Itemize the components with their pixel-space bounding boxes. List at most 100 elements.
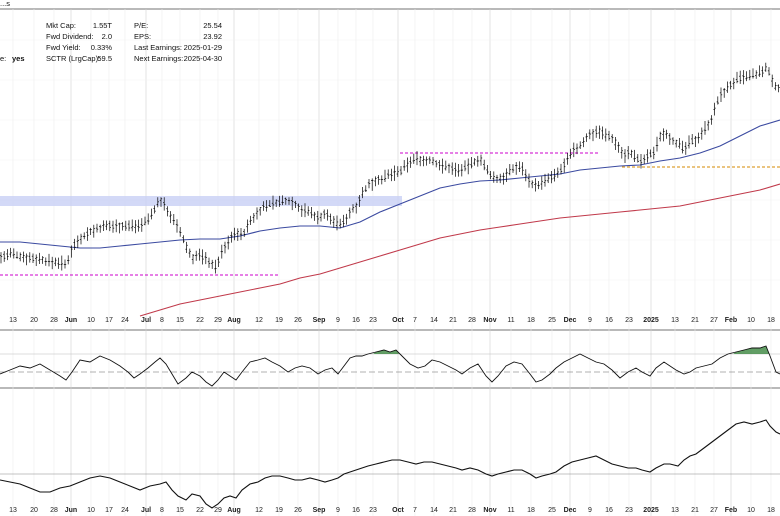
fund-right-value-3: 2025-04-30 <box>183 54 222 63</box>
x-tick-label: 11 <box>507 317 514 324</box>
x-tick-label: 14 <box>430 317 438 324</box>
x-tick-label: 10 <box>87 317 95 324</box>
fund-right-value-1: 23.92 <box>203 32 222 41</box>
price-panel <box>0 62 780 317</box>
fund-left-label-3: SCTR (LrgCap): <box>46 54 101 63</box>
x-tick-label: 23 <box>369 317 377 324</box>
x-tick-label: 29 <box>214 507 222 514</box>
x-tick-label: 23 <box>625 507 633 514</box>
x-tick-label: 28 <box>468 317 476 324</box>
x-tick-label: 12 <box>255 507 263 514</box>
x-tick-label: Aug <box>227 507 241 514</box>
fund-left-label-1: Fwd Dividend: <box>46 32 94 41</box>
x-tick-label: Jul <box>141 507 151 514</box>
x-tick-label: 8 <box>160 507 164 514</box>
resistance-zone <box>0 196 402 206</box>
x-tick-label: Jun <box>65 507 77 514</box>
x-tick-label: 29 <box>214 317 222 324</box>
fund-left-value-0: 1.55T <box>92 21 112 30</box>
x-tick-label: 9 <box>336 317 340 324</box>
x-tick-label: 8 <box>160 317 164 324</box>
x-tick-label: 25 <box>548 507 556 514</box>
fund-right-value-2: 2025-01-29 <box>183 43 222 52</box>
x-tick-label: 15 <box>176 507 184 514</box>
x-tick-label: Sep <box>313 507 326 514</box>
x-tick-label: 15 <box>176 317 184 324</box>
x-tick-label: 18 <box>767 507 775 514</box>
x-tick-label: 16 <box>605 507 613 514</box>
x-tick-label: 21 <box>449 507 457 514</box>
indicator-fill <box>373 350 399 354</box>
x-tick-label: 26 <box>294 317 302 324</box>
x-tick-label: 16 <box>352 317 360 324</box>
grid-lines <box>0 8 780 516</box>
title-fragment: ...s <box>0 0 11 8</box>
x-tick-label: 20 <box>30 317 38 324</box>
x-tick-label: 13 <box>671 507 679 514</box>
fund-right-label-0: P/E: <box>134 21 149 30</box>
x-tick-label: Dec <box>564 317 577 324</box>
x-tick-label: Aug <box>227 317 241 324</box>
x-tick-label: Feb <box>725 507 737 514</box>
x-tick-label: 18 <box>767 317 775 324</box>
x-tick-label: Sep <box>313 317 326 324</box>
x-tick-label: 12 <box>255 317 263 324</box>
x-tick-label: 25 <box>548 317 556 324</box>
x-tick-label: 16 <box>352 507 360 514</box>
x-tick-label: 2025 <box>643 317 659 324</box>
lower-indicator-panel <box>0 419 780 509</box>
fund-left-label-2: Fwd Yield: <box>46 43 81 52</box>
x-tick-label: 24 <box>121 507 129 514</box>
x-tick-label: 18 <box>527 317 535 324</box>
x-tick-label: 27 <box>710 317 718 324</box>
indicator-line <box>0 345 780 387</box>
x-tick-label: 20 <box>30 507 38 514</box>
x-tick-label: 2025 <box>643 507 659 514</box>
optionable-value: yes <box>12 54 25 63</box>
x-tick-label: Jun <box>65 317 77 324</box>
x-tick-label: 10 <box>87 507 95 514</box>
x-tick-label: 10 <box>747 317 755 324</box>
x-tick-label: 22 <box>196 507 204 514</box>
fund-left-label-0: Mkt Cap: <box>46 21 77 30</box>
x-tick-label: 19 <box>275 507 283 514</box>
x-tick-label: 27 <box>710 507 718 514</box>
x-tick-label: 28 <box>50 507 58 514</box>
optionable-label: e: <box>0 54 7 63</box>
x-tick-label: 17 <box>105 317 113 324</box>
x-tick-label: 14 <box>430 507 438 514</box>
long-moving-average <box>139 183 780 317</box>
x-tick-label: 21 <box>449 317 457 324</box>
x-tick-label: 13 <box>9 507 17 514</box>
fund-right-label-3: Next Earnings: <box>134 54 184 63</box>
fund-right-value-0: 25.54 <box>203 21 222 30</box>
lower-indicator-line <box>0 419 780 509</box>
fund-left-value-3: 59.5 <box>97 54 112 63</box>
x-tick-label: 19 <box>275 317 283 324</box>
fund-left-value-1: 2.0 <box>101 32 112 41</box>
x-tick-label: 9 <box>588 317 592 324</box>
x-tick-label: 9 <box>336 507 340 514</box>
x-tick-label: Jul <box>141 317 151 324</box>
x-tick-label: 13 <box>9 317 17 324</box>
short-moving-average <box>0 119 780 249</box>
fund-right-label-1: EPS: <box>134 32 152 41</box>
x-tick-label: Oct <box>392 507 404 514</box>
x-tick-label: 10 <box>747 507 755 514</box>
x-tick-label: 22 <box>196 317 204 324</box>
x-tick-label: Dec <box>564 507 577 514</box>
x-tick-label: 7 <box>413 507 417 514</box>
x-tick-label: 28 <box>50 317 58 324</box>
x-tick-label: 28 <box>468 507 476 514</box>
x-tick-label: 23 <box>625 317 633 324</box>
fundamentals-box: ...s Mkt Cap: 1.55T Fwd Dividend: 2.0 Fw… <box>0 0 250 70</box>
x-axis-ticks: 13 13 20 20 28 28 Jun Jun 10 10 17 17 24 24 Jul Jul 8 8 15… <box>9 317 775 514</box>
x-tick-label: 21 <box>691 507 699 514</box>
x-tick-label: Oct <box>392 317 404 324</box>
x-tick-label: Nov <box>483 317 496 324</box>
fund-left-value-2: 0.33% <box>90 43 112 52</box>
x-tick-label: Feb <box>725 317 737 324</box>
x-tick-label: 23 <box>369 507 377 514</box>
x-tick-label: 7 <box>413 317 417 324</box>
